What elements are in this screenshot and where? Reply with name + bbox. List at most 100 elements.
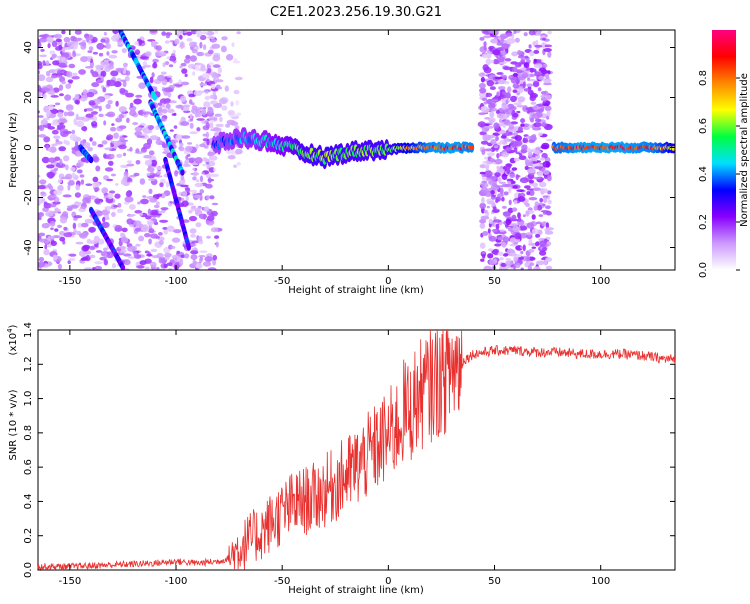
spectrogram-cell bbox=[190, 234, 197, 238]
spectrogram-cell bbox=[56, 124, 66, 130]
spectrogram-cell bbox=[505, 147, 512, 152]
spectrogram-cell bbox=[104, 147, 112, 151]
spectrogram-cell bbox=[206, 78, 210, 83]
spectrogram-cell bbox=[524, 185, 531, 189]
spectrogram-cell bbox=[203, 206, 210, 212]
spectrogram-cell bbox=[68, 63, 76, 69]
spectrogram-cell bbox=[209, 122, 214, 129]
spectrogram-cell bbox=[164, 252, 172, 258]
spectrogram-cell bbox=[49, 235, 55, 240]
spectrogram-cell bbox=[496, 168, 505, 173]
spectrogram-cell bbox=[178, 79, 182, 85]
spectrogram-cell bbox=[138, 39, 143, 46]
spectrogram-cell bbox=[211, 43, 221, 49]
spectrogram-cell bbox=[489, 111, 495, 118]
spectrogram-cell bbox=[482, 254, 486, 259]
spectrogram-cell bbox=[492, 49, 501, 56]
spectrogram-cell bbox=[506, 168, 511, 175]
spectrogram-cell bbox=[224, 85, 229, 92]
spectrogram-cell bbox=[133, 220, 142, 226]
spectrogram-cell bbox=[70, 43, 78, 50]
spectrogram-cell bbox=[50, 74, 58, 79]
spectrogram-cell bbox=[175, 104, 184, 109]
spectrogram-cell bbox=[196, 51, 205, 57]
spectrogram-cell bbox=[505, 92, 511, 99]
spectrogram-cell bbox=[481, 72, 485, 75]
spectrogram-cell bbox=[83, 142, 91, 149]
spectrogram-cell bbox=[192, 167, 196, 171]
spectrogram-cell bbox=[48, 104, 54, 111]
spectrogram-cell bbox=[112, 205, 119, 208]
spectrogram-cell bbox=[137, 110, 144, 116]
spectrogram-cell bbox=[543, 78, 552, 84]
spectrogram-cell bbox=[511, 214, 517, 222]
spectrogram-cell bbox=[210, 173, 220, 177]
spectrogram-cell bbox=[105, 103, 111, 109]
spectrogram-cell bbox=[218, 86, 222, 90]
spectrogram-cell bbox=[75, 241, 84, 245]
spectrogram-cell bbox=[534, 71, 542, 77]
spectrogram-cell bbox=[512, 180, 516, 184]
spectrogram-cell bbox=[195, 179, 200, 183]
spectrogram-cell bbox=[39, 38, 47, 43]
spectrogram-cell bbox=[38, 261, 45, 268]
spectrogram-cell bbox=[514, 135, 522, 142]
spectrogram-cell bbox=[525, 232, 533, 236]
spectrogram-cell bbox=[187, 142, 193, 145]
spectrogram-cell bbox=[528, 79, 536, 82]
spectrogram-cell bbox=[76, 116, 85, 121]
spectrogram-cell bbox=[198, 255, 206, 258]
spectrogram-cell bbox=[180, 175, 185, 181]
spectrogram-cell bbox=[192, 259, 197, 266]
spectrogram-cell bbox=[159, 219, 169, 223]
spectrogram-cell bbox=[506, 178, 514, 182]
spectrogram-cell bbox=[125, 92, 134, 98]
snr-y-tick-label: 0.0 bbox=[23, 562, 34, 578]
spectrogram-cell bbox=[47, 183, 52, 189]
spectrogram-cell bbox=[49, 50, 56, 55]
spectrogram-cell bbox=[492, 219, 502, 223]
spectrogram-cell bbox=[204, 90, 209, 94]
spectrogram-streak-cell bbox=[88, 156, 94, 164]
spectrogram-cell bbox=[184, 159, 189, 167]
spectrogram-cell bbox=[483, 265, 492, 270]
spectrogram-cell bbox=[487, 142, 493, 147]
spectrogram-cell bbox=[485, 92, 493, 97]
spectrogram-cell bbox=[505, 99, 509, 105]
spectrogram-cell bbox=[508, 123, 514, 130]
spectrogram-cell bbox=[499, 257, 504, 261]
spectrogram-cell bbox=[41, 198, 46, 203]
spectrogram-cell bbox=[138, 213, 144, 216]
spectrogram-cell bbox=[529, 189, 535, 196]
spectrogram-cell bbox=[190, 254, 198, 260]
spectrogram-cell bbox=[199, 82, 208, 87]
spectrogram-cell bbox=[148, 188, 153, 194]
spectrogram-cell bbox=[160, 207, 169, 211]
spectrogram-cell bbox=[59, 93, 64, 97]
figure-title: C2E1.2023.256.19.30.G21 bbox=[270, 5, 442, 20]
spectrogram-cell bbox=[95, 250, 103, 253]
spectrogram-cell bbox=[66, 111, 75, 117]
spectrogram-cell bbox=[512, 83, 520, 89]
spectrogram-cell bbox=[118, 144, 127, 150]
spectrogram-cell bbox=[212, 54, 221, 62]
spectrogram-cell bbox=[122, 152, 127, 157]
spectrogram-cell bbox=[89, 240, 98, 245]
spectrogram-cell bbox=[488, 134, 496, 139]
spectrogram-cell bbox=[168, 267, 173, 270]
spectrogram-cell bbox=[175, 134, 181, 141]
spectrogram-cell bbox=[190, 205, 196, 212]
spectrogram-cell bbox=[42, 60, 46, 66]
spectrogram-cell bbox=[481, 176, 488, 181]
spectrogram-cell bbox=[547, 51, 552, 58]
spectrogram-cell bbox=[195, 222, 202, 228]
spectrogram-cell bbox=[496, 142, 502, 146]
spectrogram-cell bbox=[140, 198, 149, 205]
spectrogram-cell bbox=[91, 141, 97, 146]
spectrogram-cell bbox=[108, 54, 117, 58]
spectrogram-cell bbox=[531, 228, 539, 235]
spectrogram-cell bbox=[60, 56, 66, 62]
spectrogram-cell bbox=[106, 217, 110, 221]
spectrogram-cell bbox=[484, 117, 491, 120]
spectrogram-cell bbox=[163, 229, 168, 235]
